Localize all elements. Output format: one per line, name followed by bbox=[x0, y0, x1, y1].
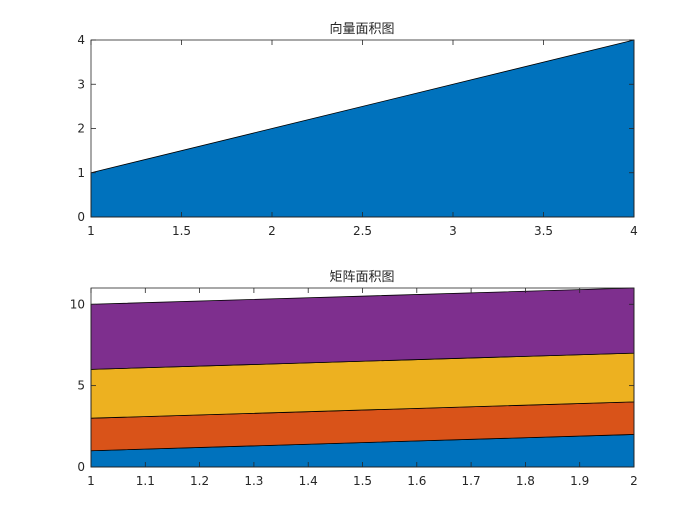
x-tick-label-0-3: 2.5 bbox=[353, 224, 372, 238]
x-tick-label-1-4: 1.4 bbox=[299, 474, 318, 488]
top-chart-title: 向量面积图 bbox=[329, 21, 394, 37]
x-tick-label-1-0: 1 bbox=[87, 474, 95, 488]
x-tick-label-1-9: 1.9 bbox=[570, 474, 589, 488]
x-tick-label-0-6: 4 bbox=[630, 224, 638, 238]
y-tick-label-1-1: 5 bbox=[77, 379, 85, 393]
y-tick-label-1-0: 0 bbox=[77, 460, 85, 474]
x-tick-label-1-6: 1.6 bbox=[407, 474, 426, 488]
bottom-area-chart: 矩阵面积图 1 1.1 1.2 1.3 1.4 1.5 1.6 1.7 1.8 1.9 2 0 5 10 bbox=[70, 270, 638, 488]
x-tick-label-1-7: 1.7 bbox=[462, 474, 481, 488]
bottom-chart-title: 矩阵面积图 bbox=[329, 270, 394, 285]
x-tick-label-1-8: 1.8 bbox=[516, 474, 535, 488]
x-tick-label-1-1: 1.1 bbox=[136, 474, 155, 488]
x-tick-label-0-1: 1.5 bbox=[172, 224, 191, 238]
x-tick-label-0-5: 3.5 bbox=[534, 224, 553, 238]
y-tick-label-0-0: 0 bbox=[77, 210, 85, 224]
x-tick-label-1-5: 1.5 bbox=[353, 474, 372, 488]
x-tick-label-0-2: 2 bbox=[268, 224, 276, 238]
y-tick-label-1-2: 10 bbox=[70, 297, 85, 311]
x-tick-label-0-4: 3 bbox=[449, 224, 457, 238]
y-tick-label-0-2: 2 bbox=[77, 122, 85, 136]
y-tick-label-0-3: 3 bbox=[77, 77, 85, 91]
x-tick-label-0-0: 1 bbox=[87, 224, 95, 238]
x-tick-label-1-3: 1.3 bbox=[244, 474, 263, 488]
x-tick-label-1-2: 1.2 bbox=[190, 474, 209, 488]
area-series-0-0 bbox=[90, 39, 635, 218]
x-tick-label-1-10: 2 bbox=[630, 474, 638, 488]
y-tick-label-0-4: 4 bbox=[77, 33, 85, 47]
y-tick-label-0-1: 1 bbox=[77, 166, 85, 180]
